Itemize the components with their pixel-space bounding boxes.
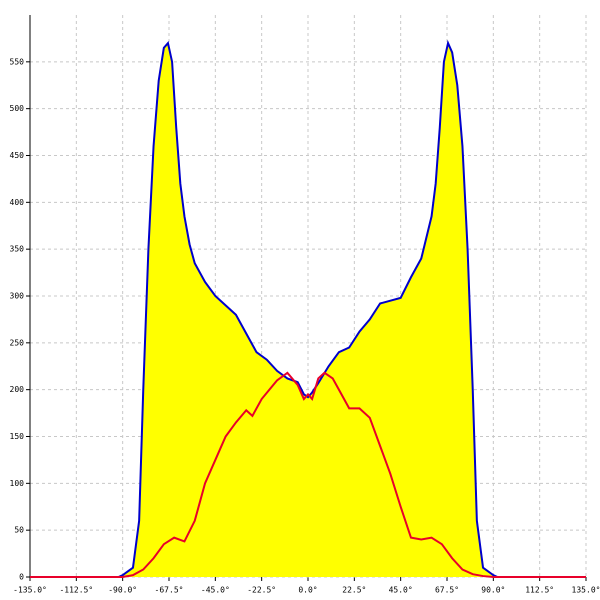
y-tick-label: 50 — [14, 526, 24, 535]
y-tick-label: 300 — [10, 292, 25, 301]
x-tick-label: 112.5° — [525, 586, 554, 595]
x-tick-label: -45.0° — [201, 586, 230, 595]
y-tick-label: 250 — [10, 338, 25, 347]
x-tick-label: -135.0° — [13, 586, 47, 595]
line — [30, 371, 586, 578]
y-tick-label: 0 — [19, 573, 24, 582]
x-tick-label: 22.5° — [342, 586, 366, 595]
x-tick-label: 45.0° — [389, 586, 413, 595]
y-tick-label: 450 — [10, 151, 25, 160]
y-tick-label: 350 — [10, 245, 25, 254]
y-tick-label: 150 — [10, 432, 25, 441]
x-tick-label: 67.5° — [435, 586, 459, 595]
x-tick-label: -112.5° — [59, 586, 93, 595]
y-tick-label: 500 — [10, 104, 25, 113]
x-tick-label: -67.5° — [155, 586, 184, 595]
y-tick-label: 400 — [10, 198, 25, 207]
x-tick-label: -22.5° — [247, 586, 276, 595]
y-tick-label: 200 — [10, 385, 25, 394]
x-tick-label: -90.0° — [108, 586, 137, 595]
y-tick-label: 550 — [10, 57, 25, 66]
x-tick-label: 135.0° — [572, 586, 600, 595]
x-tick-label: 0.0° — [298, 586, 317, 595]
x-tick-label: 90.0° — [481, 586, 505, 595]
y-tick-label: 100 — [10, 479, 25, 488]
area — [118, 43, 498, 578]
